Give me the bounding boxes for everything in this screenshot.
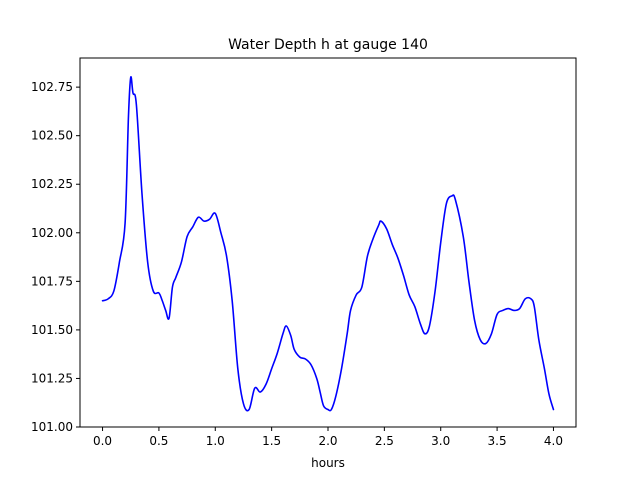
x-tick-label: 0.0 bbox=[93, 434, 112, 448]
y-axis-ticks: 101.00 101.25 101.50 101.75 102.00 102.25 102.… bbox=[31, 80, 80, 434]
y-tick-label: 102.75 bbox=[31, 80, 73, 94]
y-tick-label: 101.00 bbox=[31, 420, 73, 434]
axes-frame bbox=[79, 57, 577, 428]
x-tick-label: 1.5 bbox=[262, 434, 281, 448]
y-tick-label: 101.50 bbox=[31, 323, 73, 337]
x-tick-label: 0.5 bbox=[149, 434, 168, 448]
x-tick-label: 1.0 bbox=[206, 434, 225, 448]
x-tick-label: 2.0 bbox=[318, 434, 337, 448]
chart-title: Water Depth h at gauge 140 bbox=[228, 37, 428, 53]
y-tick-label: 102.00 bbox=[31, 226, 73, 240]
data-layer bbox=[101, 75, 555, 412]
y-tick-label: 101.75 bbox=[31, 274, 73, 288]
x-tick-label: 3.5 bbox=[488, 434, 507, 448]
x-tick-label: 2.5 bbox=[375, 434, 394, 448]
y-tick-label: 101.25 bbox=[31, 371, 73, 385]
x-tick-label: 3.0 bbox=[431, 434, 450, 448]
x-axis-ticks: 0.0 0.5 1.0 1.5 2.0 2.5 3.0 3.5 4.0 bbox=[93, 427, 563, 448]
y-tick-label: 102.25 bbox=[31, 177, 73, 191]
y-tick-label: 102.50 bbox=[31, 129, 73, 143]
x-axis-label: hours bbox=[311, 456, 345, 470]
x-tick-label: 4.0 bbox=[544, 434, 563, 448]
plot-area bbox=[80, 58, 576, 427]
series-line-0 bbox=[101, 75, 555, 412]
